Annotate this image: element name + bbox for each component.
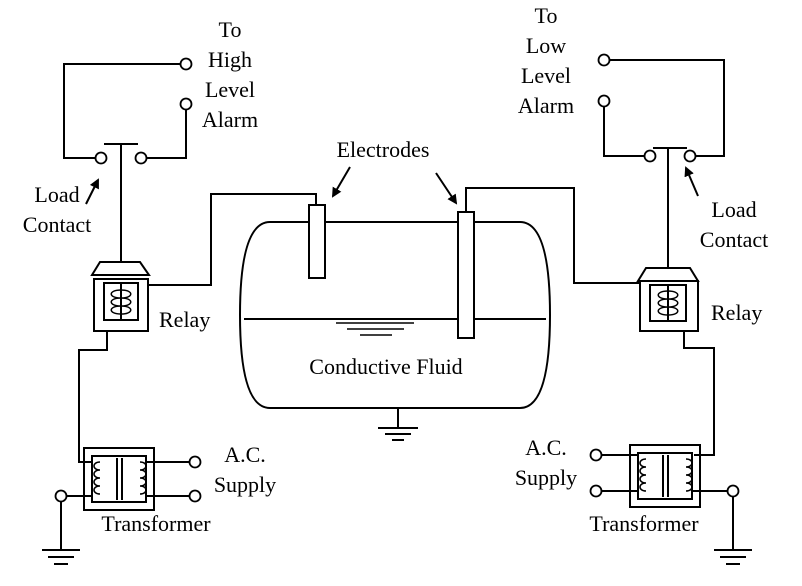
conductive-fluid-label: Conductive Fluid <box>309 354 462 379</box>
svg-text:Alarm: Alarm <box>518 93 574 118</box>
right-alarm-wiring <box>597 53 725 157</box>
svg-text:Level: Level <box>521 63 571 88</box>
left-circuit <box>42 57 317 565</box>
tank-ground-icon <box>378 427 418 441</box>
svg-text:Supply: Supply <box>214 472 276 497</box>
right-relay-label: Relay <box>711 300 762 325</box>
fluid-level-marker-icon <box>336 322 414 336</box>
svg-text:To: To <box>535 3 558 28</box>
svg-text:To: To <box>219 17 242 42</box>
left-load-contact-arrow <box>85 178 99 205</box>
svg-text:Load: Load <box>34 182 79 207</box>
electrode-arrow-right <box>435 172 458 205</box>
left-supply-label: A.C. Supply <box>214 442 276 497</box>
svg-text:A.C.: A.C. <box>224 442 266 467</box>
left-alarm-label: To High Level Alarm <box>202 17 258 132</box>
svg-text:Alarm: Alarm <box>202 107 258 132</box>
left-transformer <box>54 447 202 550</box>
long-electrode <box>457 211 475 339</box>
right-load-contact-arrow <box>684 166 699 197</box>
right-transformer <box>589 444 740 550</box>
left-alarm-terminal-top <box>179 57 193 71</box>
left-load-contact <box>94 143 148 262</box>
svg-text:Low: Low <box>526 33 566 58</box>
right-load-contact-label: Load Contact <box>700 197 768 252</box>
right-relay <box>636 267 715 456</box>
left-load-contact-label: Load Contact <box>23 182 91 237</box>
left-ground-icon <box>42 549 80 565</box>
svg-text:Load: Load <box>711 197 756 222</box>
right-alarm-label: To Low Level Alarm <box>518 3 574 118</box>
right-load-contact <box>643 147 697 268</box>
svg-text:Supply: Supply <box>515 465 577 490</box>
right-circuit <box>589 53 752 565</box>
electrode-arrow-left <box>331 166 351 198</box>
svg-text:A.C.: A.C. <box>525 435 567 460</box>
right-supply-label: A.C. Supply <box>515 435 577 490</box>
left-alarm-wiring <box>63 57 193 159</box>
left-relay-label: Relay <box>159 307 210 332</box>
svg-text:High: High <box>208 47 252 72</box>
left-transformer-label: Transformer <box>101 511 211 536</box>
electrodes-label: Electrodes <box>337 137 430 162</box>
svg-text:Contact: Contact <box>700 227 768 252</box>
left-alarm-terminal-bottom <box>179 97 193 111</box>
right-transformer-label: Transformer <box>589 511 699 536</box>
short-electrode <box>308 204 326 279</box>
svg-text:Contact: Contact <box>23 212 91 237</box>
right-ground-icon <box>714 549 752 565</box>
tank <box>238 166 640 441</box>
svg-text:Level: Level <box>205 77 255 102</box>
